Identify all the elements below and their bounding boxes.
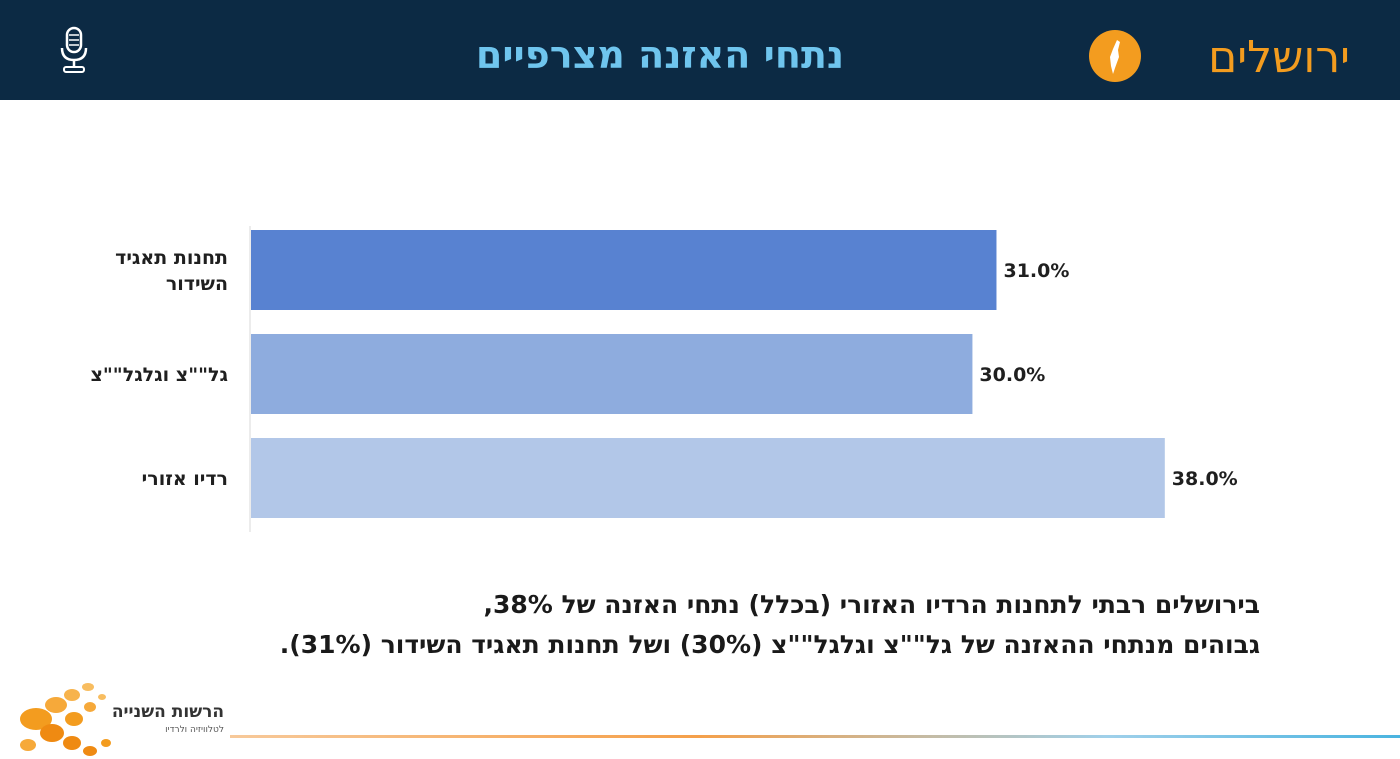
summary-line-1: בירושלים רבתי לתחנות הרדיו האזורי (בכלל)…	[483, 590, 1260, 619]
bar-1	[251, 334, 973, 414]
summary-line-2: גבוהים מנתחי ההאזנה של גל""צ וגלגל""צ (3…	[279, 630, 1260, 659]
logo-text: הרשות השנייה	[111, 702, 224, 722]
region-badge	[1089, 30, 1141, 82]
page-title: נתחי האזנה מצרפיים	[475, 33, 845, 77]
summary-text: בירושלים רבתי לתחנות הרדיו האזורי (בכלל)…	[160, 585, 1260, 665]
orange-dots-logo-icon	[20, 683, 111, 756]
value-label-2: 38.0%	[1172, 468, 1238, 490]
israel-map-icon	[1110, 40, 1120, 74]
category-label-2: רדיו אזורי	[142, 468, 228, 490]
category-label-1: גל""צ וגלגל""צ	[91, 364, 229, 386]
bar-2	[251, 438, 1165, 518]
header-bar: נתחי האזנה מצרפיים ירושלים	[0, 0, 1400, 100]
value-label-1: 30.0%	[979, 364, 1045, 386]
footer-divider	[230, 735, 1400, 738]
category-label-0: תחנות תאגיד השידור	[115, 247, 228, 295]
region-title: ירושלים	[1208, 32, 1350, 83]
value-label-0: 31.0%	[1003, 260, 1069, 282]
logo-subtext: לטלוויזיה ולרדיו	[165, 725, 224, 735]
bar-0	[251, 230, 997, 310]
microphone-icon	[60, 26, 88, 73]
